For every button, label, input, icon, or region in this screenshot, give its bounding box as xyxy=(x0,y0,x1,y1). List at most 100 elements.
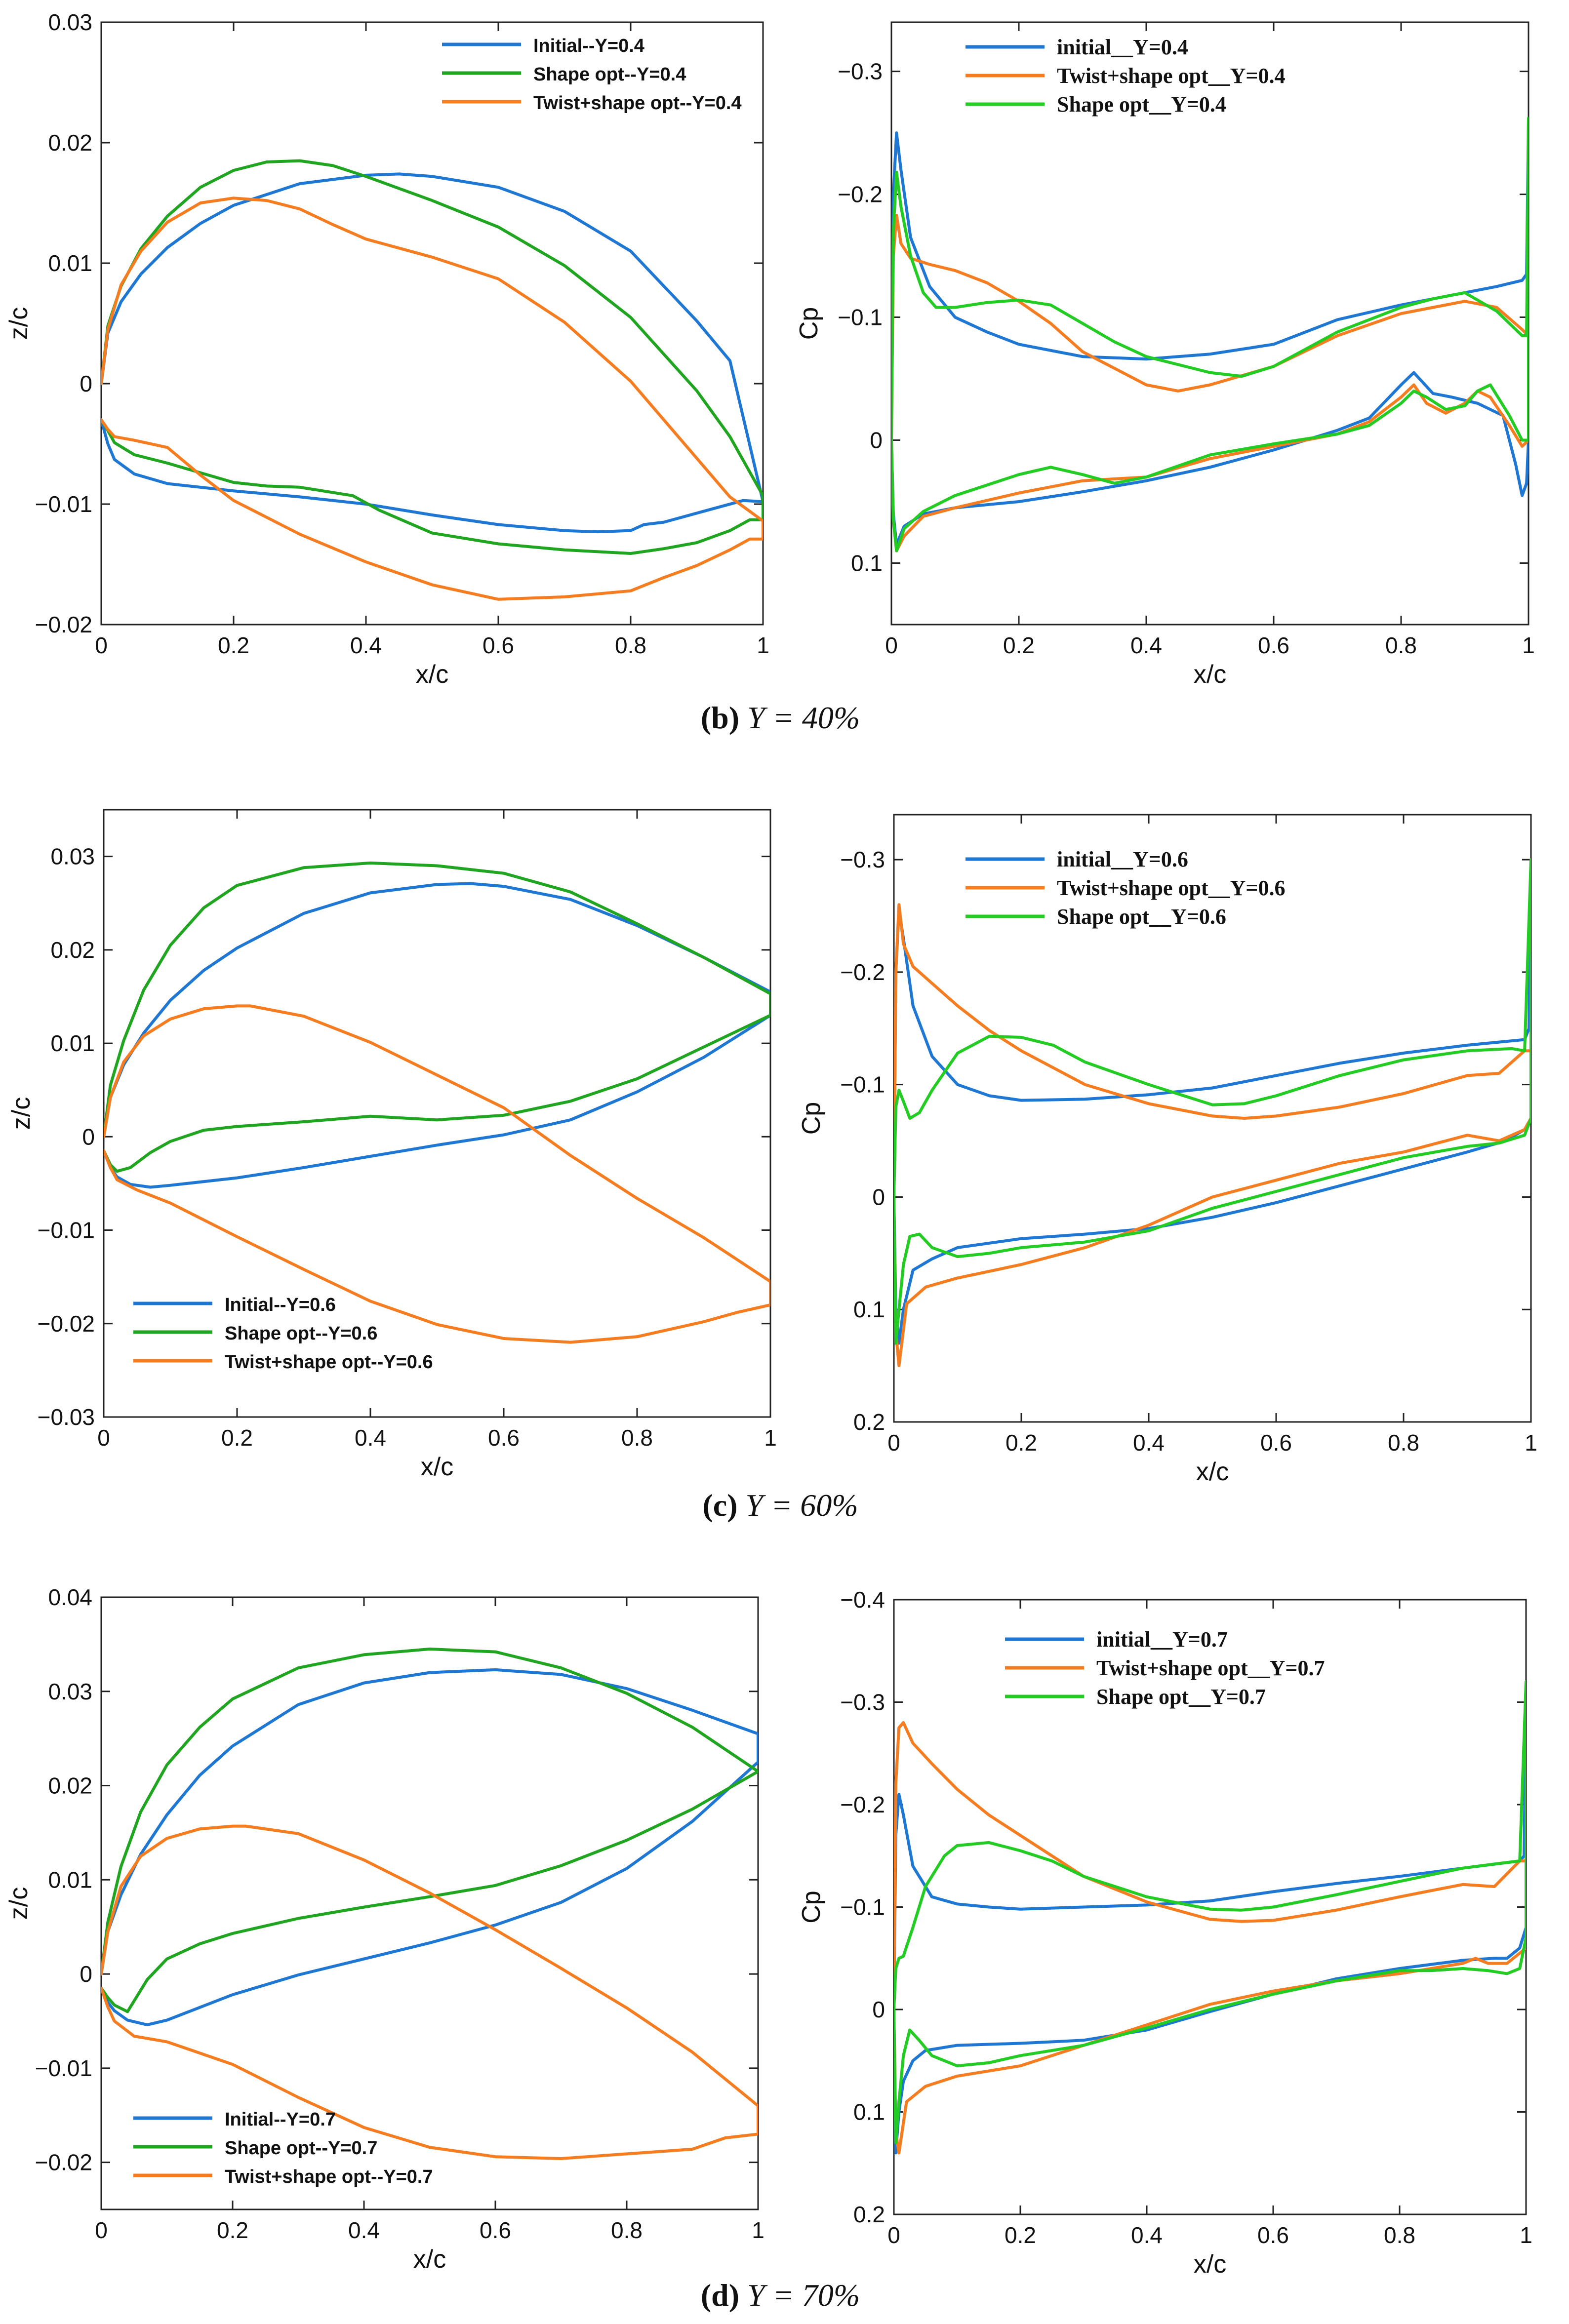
legend-entry: Twist+shape opt--Y=0.7 xyxy=(225,2166,433,2187)
y-tick-label: 0.1 xyxy=(853,2099,885,2125)
legend-entry: Twist+shape opt--Y=0.4 xyxy=(533,93,742,114)
panel-caption: (d) Υ = 70% xyxy=(701,2278,860,2313)
series-line xyxy=(894,1680,1526,2155)
legend-entry: Initial--Y=0.4 xyxy=(533,36,644,56)
caption-letter: (d) xyxy=(701,2278,739,2313)
chart-b-right: 0 0.2 0.4 0.6 0.8 1 0.1 0 −0.1 −0.2 −0.3 x/c Cp initi… xyxy=(795,21,1535,689)
caption-letter: (b) xyxy=(701,700,739,735)
chart-d-left: 0 0.2 0.4 0.6 0.8 1 −0.02 −0.01 0 0.01 0.02 0.03 0.0… xyxy=(4,1584,764,2274)
y-tick-label: −0.4 xyxy=(840,1587,885,1613)
x-axis-label: x/c xyxy=(413,2245,446,2274)
x-tick-label: 0 xyxy=(887,2222,900,2248)
x-tick-label: 0 xyxy=(95,2217,108,2243)
panel-caption: (b) Υ = 40% xyxy=(701,700,860,735)
series-line xyxy=(101,172,763,534)
x-tick-label: 0.2 xyxy=(218,632,249,658)
x-tick-label: 0.2 xyxy=(1003,632,1035,658)
x-tick-label: 0 xyxy=(885,632,898,658)
series-line xyxy=(894,858,1531,1345)
x-tick-label: 0.6 xyxy=(483,632,514,658)
series-line xyxy=(101,159,763,555)
y-tick-label: −0.1 xyxy=(840,1894,885,1920)
legend-entry: initial__Y=0.6 xyxy=(1057,847,1188,871)
plot-frame xyxy=(100,21,764,626)
x-tick-label: 0 xyxy=(887,1430,900,1456)
legend-entry: Shape opt--Y=0.4 xyxy=(533,64,686,85)
y-tick-label: 0.04 xyxy=(48,1584,92,1610)
x-tick-label: 0.8 xyxy=(1385,632,1417,658)
y-axis-label: z/c xyxy=(4,307,33,340)
y-tick-label: 0.03 xyxy=(50,844,95,869)
x-tick-label: 0.6 xyxy=(1258,632,1289,658)
x-tick-label: 0.4 xyxy=(1131,2222,1163,2248)
plot-frame xyxy=(100,1596,759,2210)
chart-c-right: 0 0.2 0.4 0.6 0.8 10.20.10−0.1−0.2−0.3x/cCpin… xyxy=(797,814,1537,1486)
y-tick-label: −0.01 xyxy=(38,1218,95,1243)
series-line xyxy=(894,858,1531,1345)
x-tick-label: 0.2 xyxy=(1006,1430,1037,1456)
x-tick-label: 0 xyxy=(97,1425,110,1451)
chart-b-left: 0 0.2 0.4 0.6 0.8 1 −0.02 −0.01 0 0.01 0.02 0.03 x/c… xyxy=(4,9,769,689)
y-tick-label: −0.01 xyxy=(35,491,92,517)
x-axis-label: x/c xyxy=(1194,2250,1226,2279)
x-tick-label: 0.6 xyxy=(488,1425,520,1451)
legend-entry: Shape opt__Y=0.7 xyxy=(1096,1685,1266,1709)
x-tick-label: 1 xyxy=(1520,2222,1532,2248)
x-tick-label: 0.2 xyxy=(221,1425,253,1451)
y-tick-label: 0.01 xyxy=(50,1030,95,1056)
legend-entry: Twist+shape opt__Y=0.6 xyxy=(1057,876,1286,900)
y-tick-label: 0 xyxy=(870,428,883,453)
y-axis-label: Cp xyxy=(795,307,823,340)
x-axis-label: x/c xyxy=(1196,1457,1229,1486)
caption-letter: (c) xyxy=(702,1488,737,1523)
y-tick-label: 0.01 xyxy=(48,1867,92,1892)
legend-entry: Twist+shape opt__Y=0.7 xyxy=(1096,1656,1325,1680)
series-line xyxy=(894,1721,1526,2155)
x-tick-label: 1 xyxy=(1525,1430,1537,1456)
series-line xyxy=(101,1668,758,2027)
x-tick-label: 0.4 xyxy=(1130,632,1162,658)
x-tick-label: 1 xyxy=(764,1425,777,1451)
x-tick-label: 1 xyxy=(757,632,769,658)
y-tick-label: −0.3 xyxy=(840,847,885,872)
series-line xyxy=(101,1647,758,2013)
y-tick-label: 0.1 xyxy=(851,551,883,576)
y-tick-label: 0 xyxy=(80,1961,92,1987)
y-tick-label: −0.2 xyxy=(840,1792,885,1817)
x-axis-label: x/c xyxy=(421,1453,453,1481)
y-tick-label: −0.02 xyxy=(35,2150,92,2175)
series-line xyxy=(101,1824,758,2160)
y-tick-label: 0 xyxy=(80,371,92,396)
y-tick-label: 0.01 xyxy=(48,250,92,276)
x-axis-label: x/c xyxy=(1194,660,1226,689)
x-tick-label: 0.4 xyxy=(350,632,382,658)
y-axis-label: Cp xyxy=(797,1102,826,1135)
x-tick-label: 0.4 xyxy=(1133,1430,1165,1456)
x-tick-label: 0.8 xyxy=(611,2217,643,2243)
series-line xyxy=(891,213,1529,552)
series-line xyxy=(101,197,763,601)
y-tick-label: −0.3 xyxy=(838,59,883,84)
y-axis-label: Cp xyxy=(797,1891,826,1923)
caption-text: Υ = 60% xyxy=(737,1488,858,1523)
y-tick-label: 0.02 xyxy=(50,937,95,963)
y-tick-label: −0.01 xyxy=(35,2055,92,2081)
y-tick-label: −0.2 xyxy=(838,182,883,207)
x-tick-label: 0.6 xyxy=(1260,1430,1292,1456)
y-tick-label: −0.1 xyxy=(838,305,883,330)
x-tick-label: 0.2 xyxy=(1005,2222,1036,2248)
series-line xyxy=(104,882,770,1189)
y-tick-label: 0.2 xyxy=(853,2202,885,2227)
y-tick-label: −0.3 xyxy=(840,1690,885,1715)
plot-frame xyxy=(103,809,771,1418)
y-tick-label: 0 xyxy=(872,1184,885,1210)
series-line xyxy=(104,1004,770,1344)
y-tick-label: 0.02 xyxy=(48,130,92,156)
legend-entry: Initial--Y=0.7 xyxy=(225,2109,336,2130)
x-tick-label: 0.8 xyxy=(621,1425,653,1451)
series-line xyxy=(894,1680,1526,2144)
y-tick-label: 0 xyxy=(872,1997,885,2022)
x-tick-label: 1 xyxy=(1522,632,1535,658)
x-tick-label: 0.4 xyxy=(348,2217,380,2243)
